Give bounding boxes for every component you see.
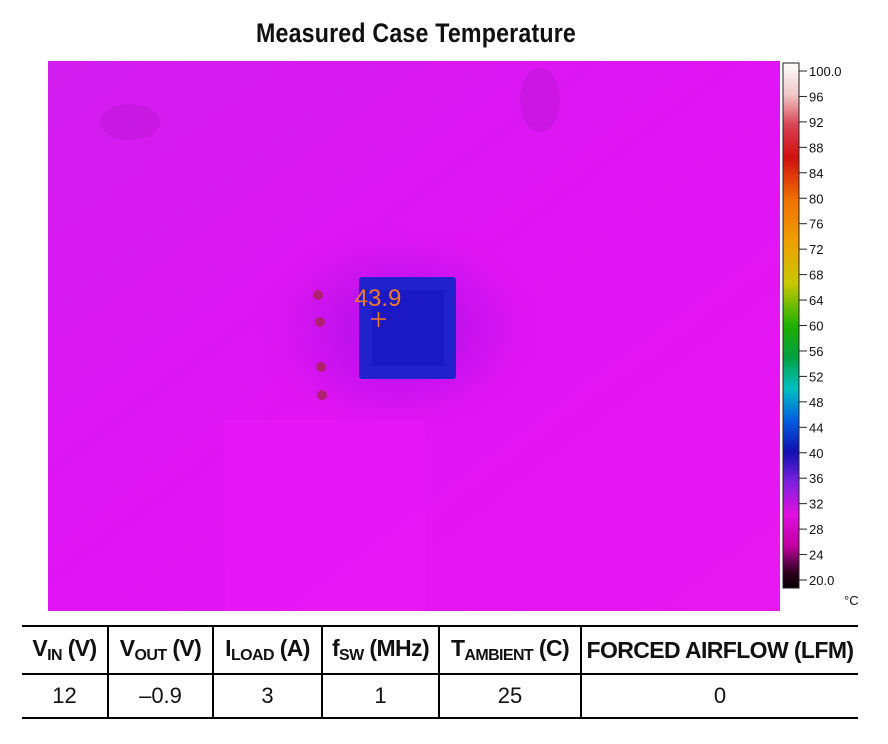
pad-4 — [317, 390, 327, 400]
colorbar — [782, 62, 800, 589]
cell-vout: –0.9 — [107, 674, 213, 719]
header-iload: ILOAD (A) — [212, 625, 322, 675]
colorbar-tick-label: 24 — [809, 548, 823, 563]
test-conditions-table: VIN (V) VOUT (V) ILOAD (A) fSW (MHz) TAM… — [22, 625, 858, 719]
colorbar-tick-label: 60 — [809, 319, 823, 334]
colorbar-tick-label: 52 — [809, 369, 823, 384]
chart-title: Measured Case Temperature — [255, 18, 577, 48]
colorbar-tick-label: 48 — [809, 395, 823, 410]
board-trace-lower — [225, 420, 425, 611]
cell-tambient: 25 — [438, 674, 581, 719]
colorbar-tick-label: 44 — [809, 420, 823, 435]
table-row: 12 –0.9 3 1 25 0 — [22, 674, 858, 719]
crosshair-marker — [371, 312, 386, 327]
header-fsw: fSW (MHz) — [321, 625, 439, 675]
colorbar-tick-label: 84 — [809, 166, 823, 181]
colorbar-tick-label: 100.0 — [809, 64, 842, 79]
colorbar-tick-label: 96 — [809, 89, 823, 104]
pad-1 — [313, 290, 323, 300]
colorbar-tick-label: 68 — [809, 268, 823, 283]
table-header-row: VIN (V) VOUT (V) ILOAD (A) fSW (MHz) TAM… — [22, 625, 858, 675]
colorbar-tick-label: 56 — [809, 344, 823, 359]
colorbar-tick-label: 40 — [809, 446, 823, 461]
colorbar-tick-label: 64 — [809, 293, 823, 308]
colorbar-tick-label: 32 — [809, 497, 823, 512]
colorbar-tick-label: 72 — [809, 242, 823, 257]
colorbar-tick-label: 76 — [809, 217, 823, 232]
colorbar-ticks: 100.0 96 92 88 84 80 76 72 68 64 60 56 52 48 44 40 36 32 2… — [799, 64, 842, 588]
thermal-image-chart: 43.9 100.0 96 92 88 84 80 76 72 68 64 60 56 52 48 44 40… — [48, 61, 859, 611]
colorbar-tick-label: 92 — [809, 115, 823, 130]
colorbar-tick-label: 36 — [809, 471, 823, 486]
test-conditions-table-container: VIN (V) VOUT (V) ILOAD (A) fSW (MHz) TAM… — [22, 625, 858, 719]
cell-iload: 3 — [212, 674, 322, 719]
component-shadow-1 — [100, 104, 160, 140]
colorbar-tick-label: 80 — [809, 191, 823, 206]
colorbar-unit: °C — [844, 593, 859, 608]
pad-3 — [316, 362, 326, 372]
header-vin: VIN (V) — [22, 625, 108, 675]
pad-2 — [315, 317, 325, 327]
measurement-label: 43.9 — [355, 285, 402, 312]
header-vout: VOUT (V) — [107, 625, 213, 675]
cell-vin: 12 — [22, 674, 108, 719]
header-forced-airflow: FORCED AIRFLOW (LFM) — [580, 625, 858, 675]
colorbar-tick-label: 88 — [809, 140, 823, 155]
colorbar-tick-label: 20.0 — [809, 573, 834, 588]
colorbar-tick-label: 28 — [809, 522, 823, 537]
cell-fsw: 1 — [321, 674, 439, 719]
header-tambient: TAMBIENT (C) — [438, 625, 581, 675]
ic-package-core — [372, 290, 444, 366]
component-shadow-2 — [520, 68, 560, 132]
cell-forced-airflow: 0 — [580, 674, 858, 719]
